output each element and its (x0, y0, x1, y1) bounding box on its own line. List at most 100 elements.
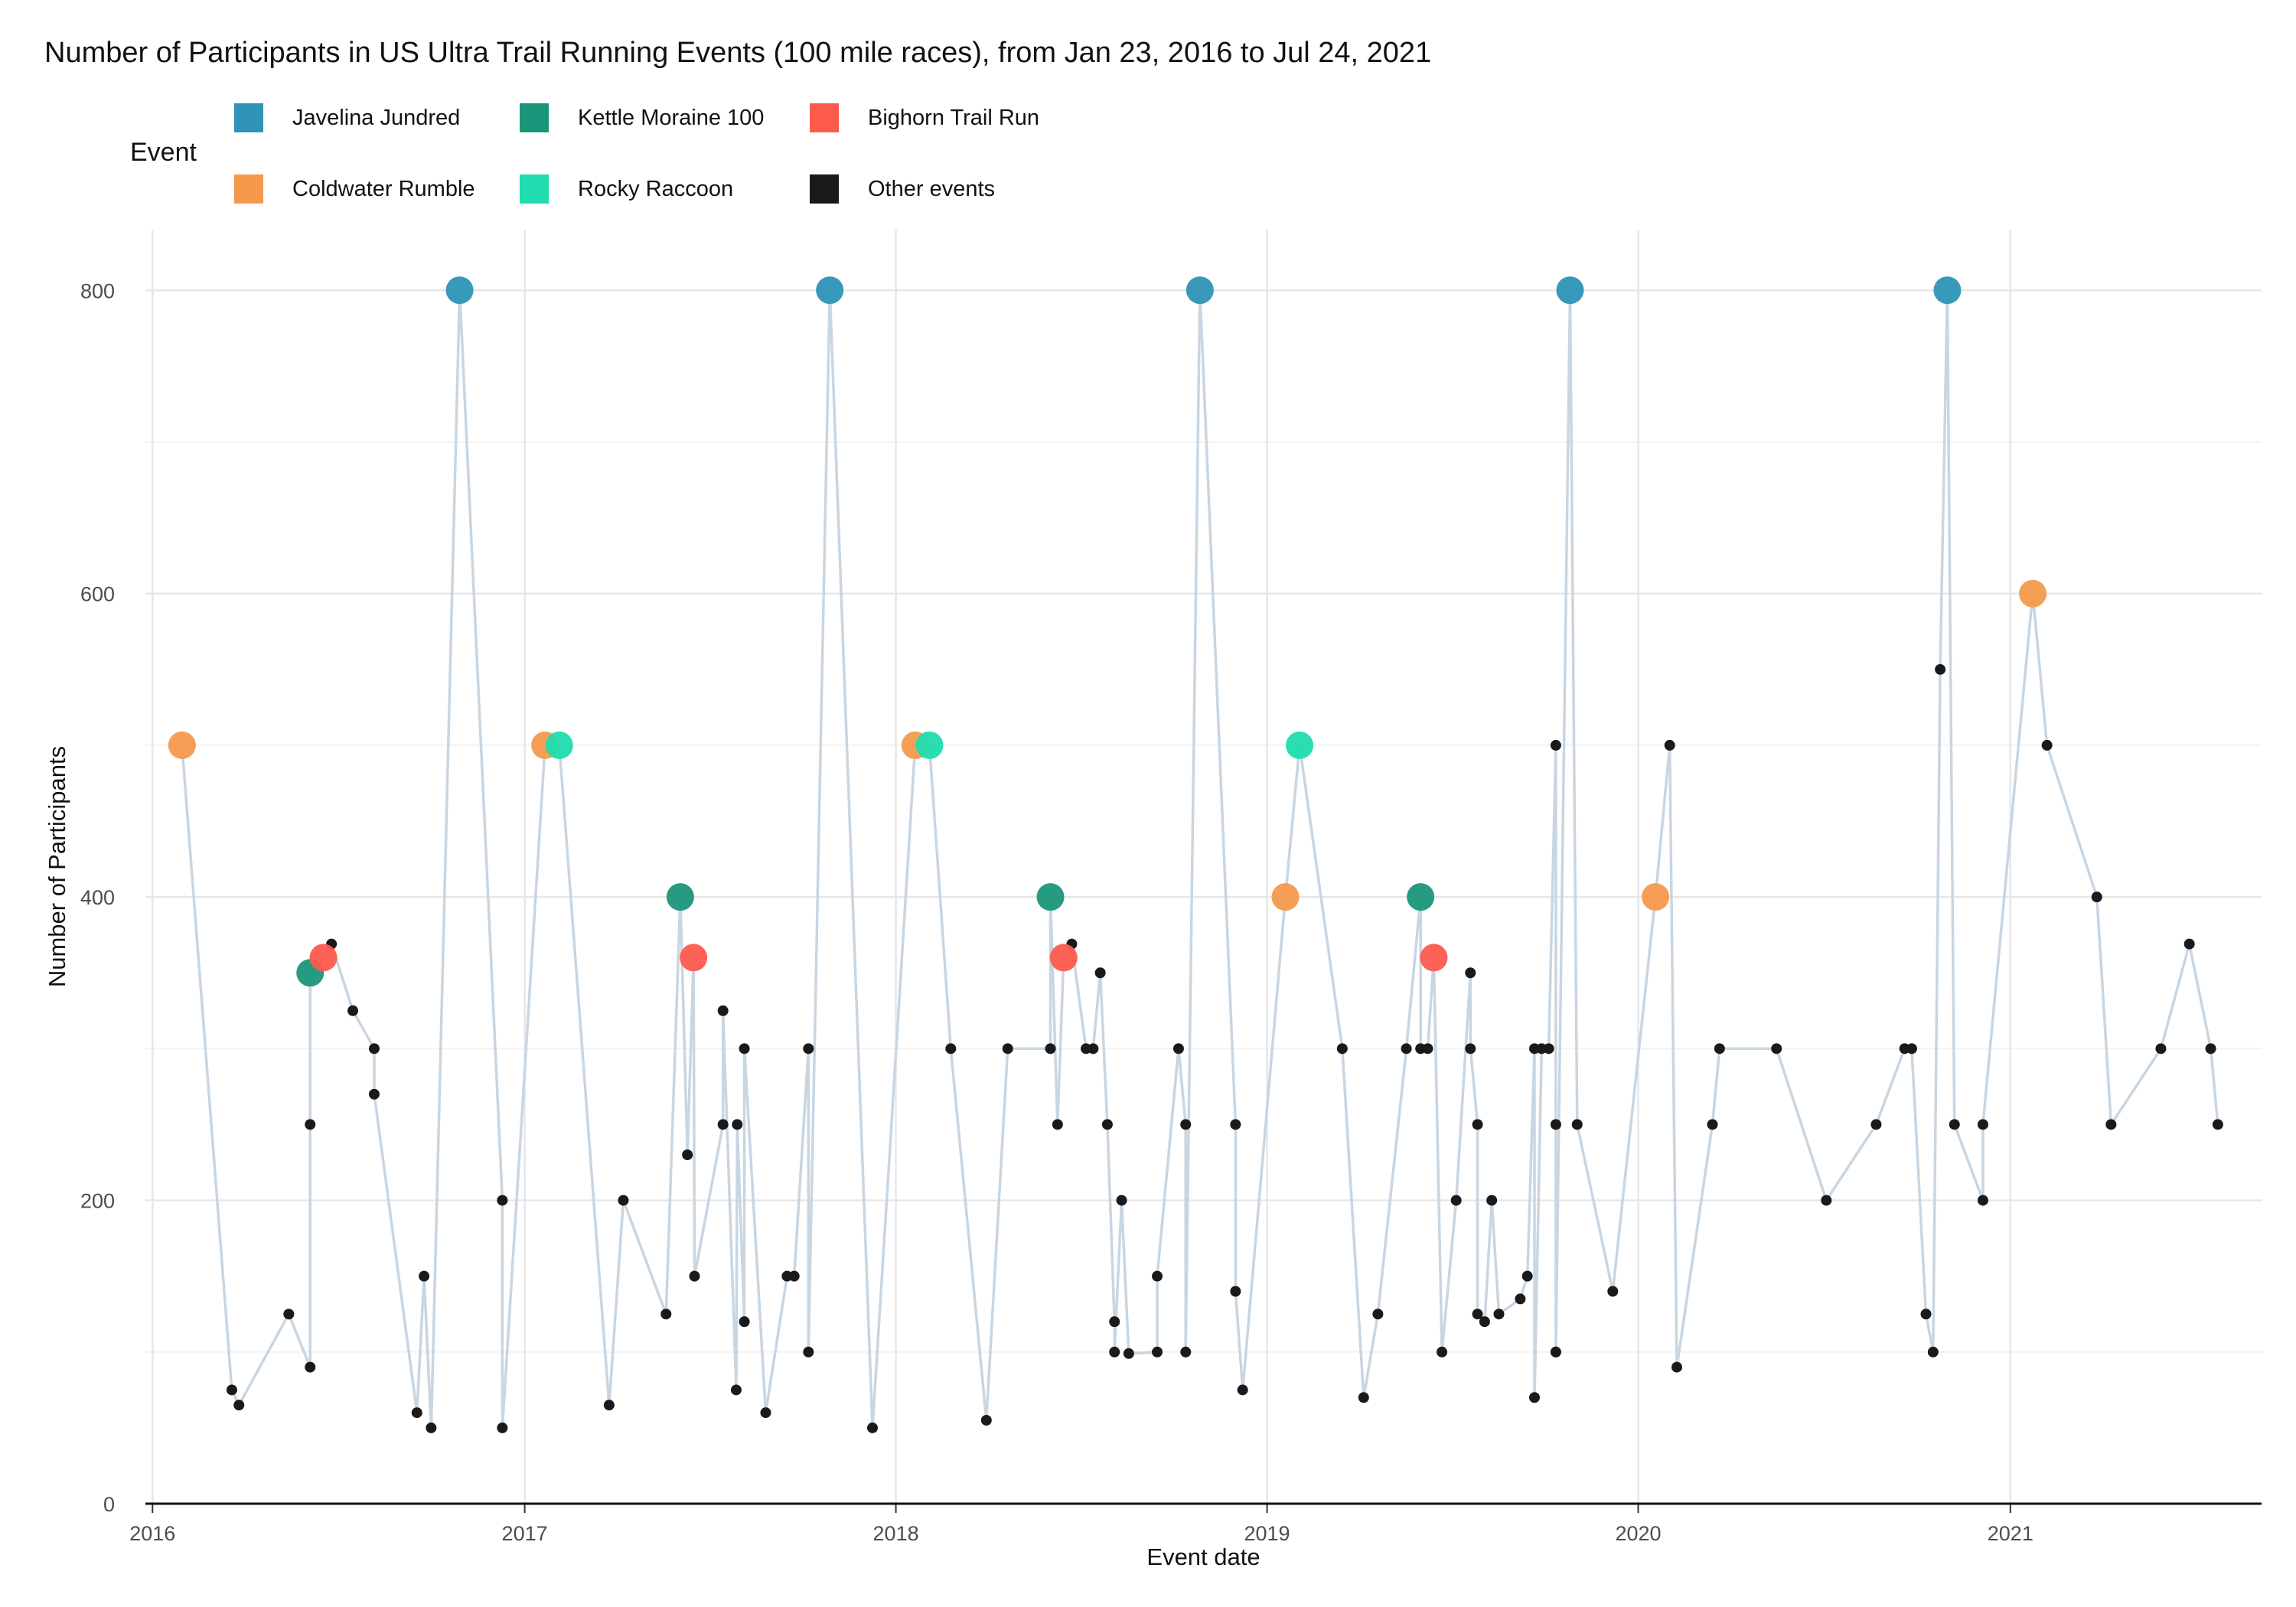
data-point-other-events (305, 1119, 316, 1130)
data-point-other-events (1714, 1043, 1725, 1054)
data-point-other-events (1906, 1043, 1917, 1054)
data-point-other-events (233, 1400, 245, 1411)
data-point-other-events (1172, 1043, 1184, 1054)
legend-label: Other events (868, 176, 996, 201)
data-point-bighorn-trail-run (309, 944, 338, 972)
x-tick-label: 2021 (1988, 1522, 2033, 1545)
data-point-other-events (368, 1043, 380, 1054)
data-point-other-events (732, 1119, 743, 1130)
data-point-other-events (682, 1149, 693, 1161)
legend-swatch (520, 103, 549, 132)
data-point-other-events (1052, 1119, 1063, 1130)
legend-item-kettle-moraine-100: Kettle Moraine 100 (520, 103, 764, 132)
legend-label: Bighorn Trail Run (868, 105, 1040, 130)
data-point-other-events (1550, 1119, 1561, 1130)
series-line (181, 288, 2219, 1429)
data-point-other-events (1821, 1195, 1832, 1206)
data-point-other-events (2212, 1119, 2223, 1130)
x-tick-label: 2018 (873, 1522, 919, 1545)
data-point-other-events (739, 1043, 750, 1054)
data-point-other-events (1123, 1348, 1134, 1359)
data-point-coldwater-rumble (1271, 883, 1300, 911)
y-tick-label: 400 (80, 886, 115, 909)
data-point-other-events (788, 1270, 800, 1282)
data-point-other-events (760, 1407, 771, 1419)
series-line-layer (181, 288, 2219, 1429)
data-point-other-events (1472, 1119, 1483, 1130)
data-point-other-events (1664, 739, 1675, 751)
data-point-other-events (411, 1407, 422, 1419)
data-point-other-events (1479, 1316, 1490, 1328)
data-point-other-events (2105, 1119, 2117, 1130)
data-point-other-events (867, 1422, 879, 1433)
data-point-other-events (717, 1005, 729, 1016)
data-point-other-events (618, 1195, 629, 1206)
data-point-other-events (1521, 1270, 1533, 1282)
data-point-other-events (1671, 1361, 1683, 1373)
data-point-rocky-raccoon (915, 731, 944, 759)
data-point-other-events (1336, 1043, 1348, 1054)
data-point-kettle-moraine-100 (1036, 883, 1065, 911)
data-point-other-events (347, 1005, 359, 1016)
data-point-other-events (1472, 1309, 1483, 1320)
legend-swatch (234, 174, 263, 204)
data-point-javelina-jundred (1556, 276, 1584, 305)
data-point-bighorn-trail-run (680, 944, 708, 972)
data-point-other-events (1920, 1309, 1932, 1320)
data-point-other-events (717, 1119, 729, 1130)
data-point-coldwater-rumble (168, 731, 196, 759)
data-point-bighorn-trail-run (1420, 944, 1448, 972)
data-point-other-events (1550, 1346, 1561, 1358)
y-tick-label: 200 (80, 1190, 115, 1213)
data-point-other-events (1550, 739, 1561, 751)
data-point-bighorn-trail-run (1049, 944, 1078, 972)
x-tick-label: 2019 (1244, 1522, 1290, 1545)
legend-title: Event (130, 138, 197, 167)
data-point-other-events (1949, 1119, 1960, 1130)
legend-label: Rocky Raccoon (578, 176, 734, 201)
data-point-other-events (1977, 1119, 1988, 1130)
data-point-other-events (1230, 1286, 1241, 1297)
data-point-other-events (739, 1316, 750, 1328)
data-point-other-events (2091, 892, 2102, 903)
data-point-other-events (419, 1270, 430, 1282)
data-point-kettle-moraine-100 (666, 883, 694, 911)
legend-swatch (234, 103, 263, 132)
legend-item-rocky-raccoon: Rocky Raccoon (520, 174, 733, 204)
y-axis-title: Number of Participants (44, 746, 70, 987)
legend-label: Kettle Moraine 100 (578, 105, 765, 130)
data-point-other-events (980, 1414, 992, 1426)
data-point-other-events (1094, 967, 1106, 979)
data-point-javelina-jundred (445, 276, 474, 305)
legend-item-bighorn-trail-run: Bighorn Trail Run (810, 103, 1039, 132)
data-point-other-events (1230, 1119, 1241, 1130)
data-point-other-events (305, 1361, 316, 1373)
data-point-javelina-jundred (1186, 276, 1214, 305)
data-point-other-events (1180, 1119, 1192, 1130)
data-point-other-events (226, 1384, 237, 1396)
data-point-other-events (1401, 1043, 1412, 1054)
data-point-javelina-jundred (816, 276, 844, 305)
data-point-coldwater-rumble (2019, 579, 2047, 608)
data-point-other-events (1152, 1346, 1163, 1358)
data-point-other-events (1977, 1195, 1988, 1206)
data-point-other-events (660, 1309, 672, 1320)
data-point-other-events (368, 1088, 380, 1100)
data-point-other-events (1422, 1043, 1433, 1054)
data-point-other-events (1002, 1043, 1013, 1054)
data-point-other-events (1543, 1043, 1554, 1054)
legend-label: Coldwater Rumble (292, 176, 475, 201)
data-point-other-events (1109, 1316, 1120, 1328)
data-point-other-events (1450, 1195, 1462, 1206)
legend-swatch (810, 174, 839, 204)
data-point-other-events (1515, 1293, 1526, 1305)
data-point-other-events (2041, 739, 2053, 751)
axes: 0 200 400 600 800 2016 2017 2018 2019 2020 2021 (80, 279, 2262, 1545)
data-point-other-events (1528, 1392, 1540, 1403)
y-tick-label: 800 (80, 279, 115, 302)
y-tick-label: 600 (80, 583, 115, 606)
data-point-other-events (1109, 1346, 1120, 1358)
chart-title: Number of Participants in US Ultra Trail… (44, 37, 1432, 69)
data-point-other-events (803, 1346, 814, 1358)
